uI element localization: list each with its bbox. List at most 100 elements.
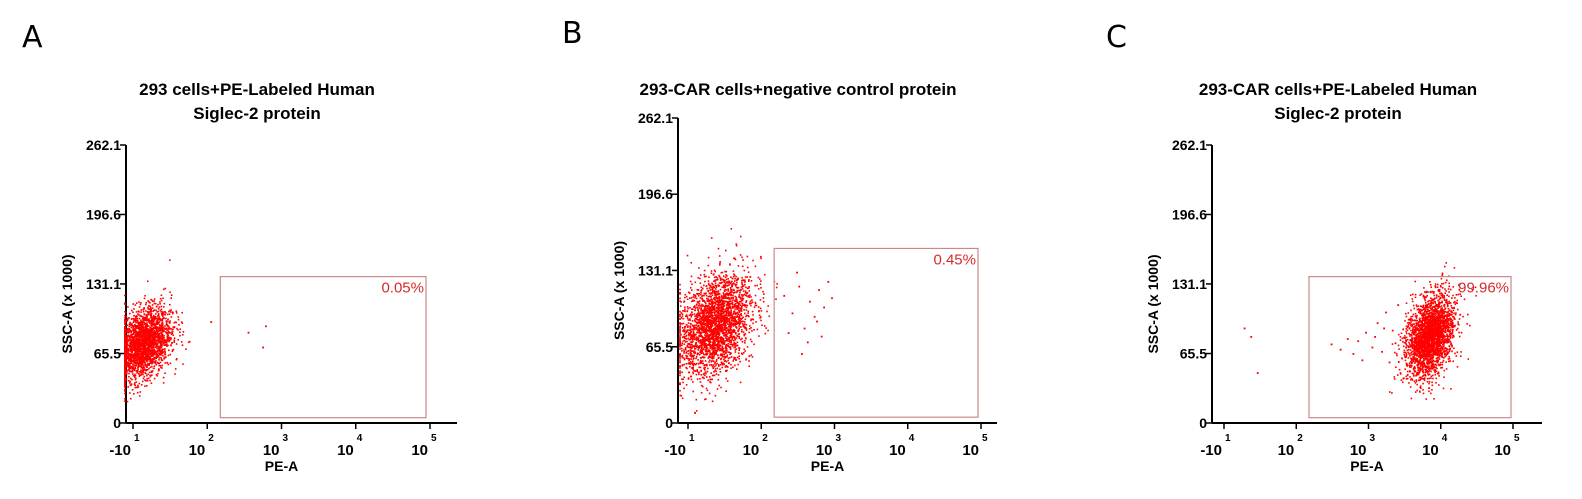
event-point — [147, 311, 149, 313]
event-point — [739, 296, 741, 299]
event-point — [138, 337, 140, 340]
event-point — [124, 364, 126, 367]
event-point — [160, 352, 162, 355]
event-point — [147, 363, 150, 365]
event-point — [703, 372, 705, 375]
event-point — [124, 311, 126, 313]
event-point — [138, 364, 140, 366]
event-point — [146, 355, 148, 357]
event-point — [732, 307, 734, 309]
event-point — [161, 331, 164, 333]
event-point — [732, 303, 734, 306]
x-tick-exponent: 5 — [431, 433, 437, 444]
x-tick-label: 10 — [743, 442, 760, 459]
event-point — [165, 356, 167, 358]
event-point — [723, 297, 726, 299]
event-point — [144, 379, 146, 381]
event-point — [136, 386, 139, 388]
event-point — [737, 313, 739, 315]
event-point — [729, 303, 731, 305]
event-point — [130, 335, 132, 337]
event-point — [154, 362, 157, 365]
event-point — [727, 328, 730, 331]
event-point — [759, 317, 761, 319]
event-point — [137, 345, 139, 348]
event-point — [701, 325, 704, 328]
event-point — [718, 349, 721, 352]
event-point — [756, 328, 759, 331]
event-point — [150, 309, 152, 312]
event-point — [700, 346, 703, 348]
event-point — [696, 316, 699, 319]
event-point — [750, 319, 752, 322]
event-point — [746, 304, 749, 307]
event-point — [742, 259, 744, 261]
event-point — [685, 351, 688, 353]
event-point — [734, 283, 736, 285]
event-point — [160, 332, 163, 334]
event-point — [165, 320, 168, 322]
event-point — [135, 353, 137, 356]
event-point — [152, 333, 155, 336]
event-point — [708, 287, 711, 289]
event-point — [689, 318, 691, 320]
event-point — [155, 309, 157, 312]
event-point — [682, 329, 685, 331]
event-point — [701, 295, 703, 298]
event-point — [713, 307, 715, 309]
event-point — [715, 340, 718, 342]
event-point — [144, 364, 147, 366]
event-point — [745, 326, 747, 329]
event-point — [736, 341, 739, 344]
event-point — [142, 361, 145, 364]
event-point — [162, 311, 164, 314]
event-point — [680, 344, 682, 347]
event-point — [734, 321, 736, 323]
event-point — [180, 341, 183, 343]
event-point — [124, 319, 126, 322]
event-point — [692, 355, 694, 358]
event-point — [134, 326, 137, 329]
event-point — [716, 350, 718, 353]
event-point — [697, 353, 699, 355]
event-point — [692, 390, 695, 393]
event-point — [131, 353, 133, 355]
event-point — [701, 343, 703, 346]
event-point — [156, 311, 158, 313]
event-point — [124, 323, 126, 325]
event-point — [160, 342, 163, 344]
event-point — [729, 321, 731, 323]
event-point — [150, 321, 153, 323]
event-point — [703, 309, 705, 311]
event-point — [698, 319, 700, 321]
event-point — [147, 356, 150, 358]
event-point — [739, 291, 741, 294]
event-point — [699, 282, 702, 284]
event-point — [743, 323, 745, 326]
event-point — [705, 364, 708, 367]
event-point — [137, 333, 140, 335]
event-point — [713, 330, 715, 332]
event-point — [733, 335, 735, 338]
event-point — [156, 336, 158, 339]
event-point — [158, 326, 161, 328]
event-point — [682, 317, 685, 320]
event-point — [711, 344, 713, 347]
event-point — [165, 321, 168, 324]
event-point — [157, 313, 160, 315]
event-point — [697, 309, 699, 311]
event-point — [153, 351, 155, 354]
event-point — [679, 333, 681, 335]
event-point — [758, 335, 760, 337]
event-point — [740, 294, 743, 296]
event-point — [749, 325, 751, 327]
event-point — [706, 304, 708, 307]
event-point — [699, 342, 701, 344]
event-point — [158, 327, 161, 330]
event-point — [144, 340, 147, 342]
event-point — [742, 325, 744, 327]
event-point — [161, 328, 163, 330]
event-point — [722, 297, 725, 300]
event-point — [734, 351, 737, 353]
event-point — [740, 300, 742, 303]
